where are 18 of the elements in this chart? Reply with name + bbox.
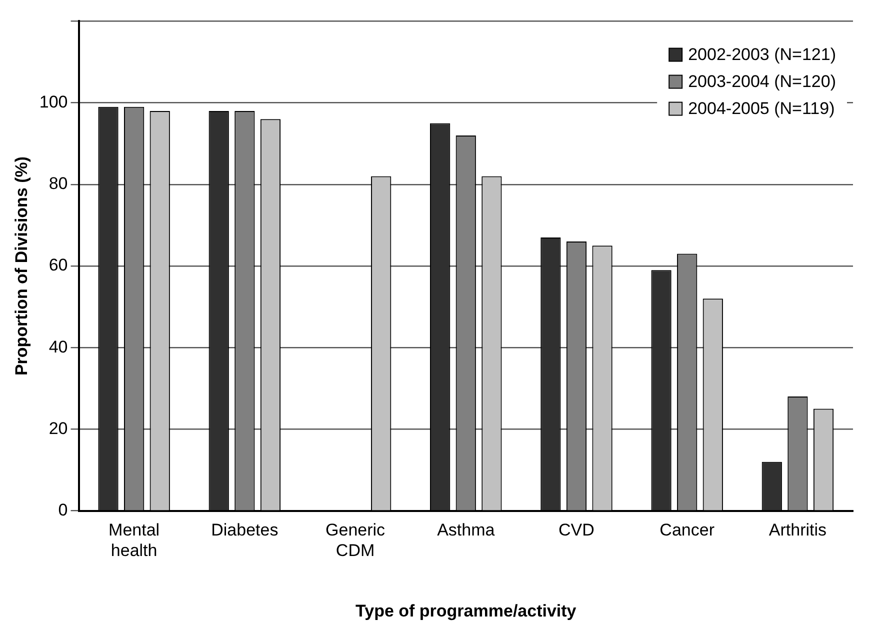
x-tick-label: Cancer [660,520,715,540]
legend-label: 2004-2005 (N=119) [688,98,835,118]
y-tick-label: 100 [39,92,68,112]
legend-label: 2003-2004 (N=120) [688,72,836,91]
legend-label: 2002-2003 (N=121) [688,44,836,64]
y-tick-label: 60 [48,256,68,275]
x-tick-label: Diabetes [211,520,278,540]
y-tick-label: 40 [48,337,68,356]
y-tick-label: 80 [48,174,68,194]
x-tick-label: Arthritis [768,520,827,540]
y-axis-title: Proportion of Divisions (%) [12,156,31,376]
x-axis-title: Type of programme/activity [356,601,577,620]
y-tick-label: 20 [48,418,68,438]
x-tick-label: CVD [558,520,594,540]
y-tick-label: 0 [58,500,68,520]
x-tick-label: Generic CDM [326,520,386,560]
x-tick-label: Mental health [108,520,160,560]
x-tick-label: Asthma [437,520,496,540]
